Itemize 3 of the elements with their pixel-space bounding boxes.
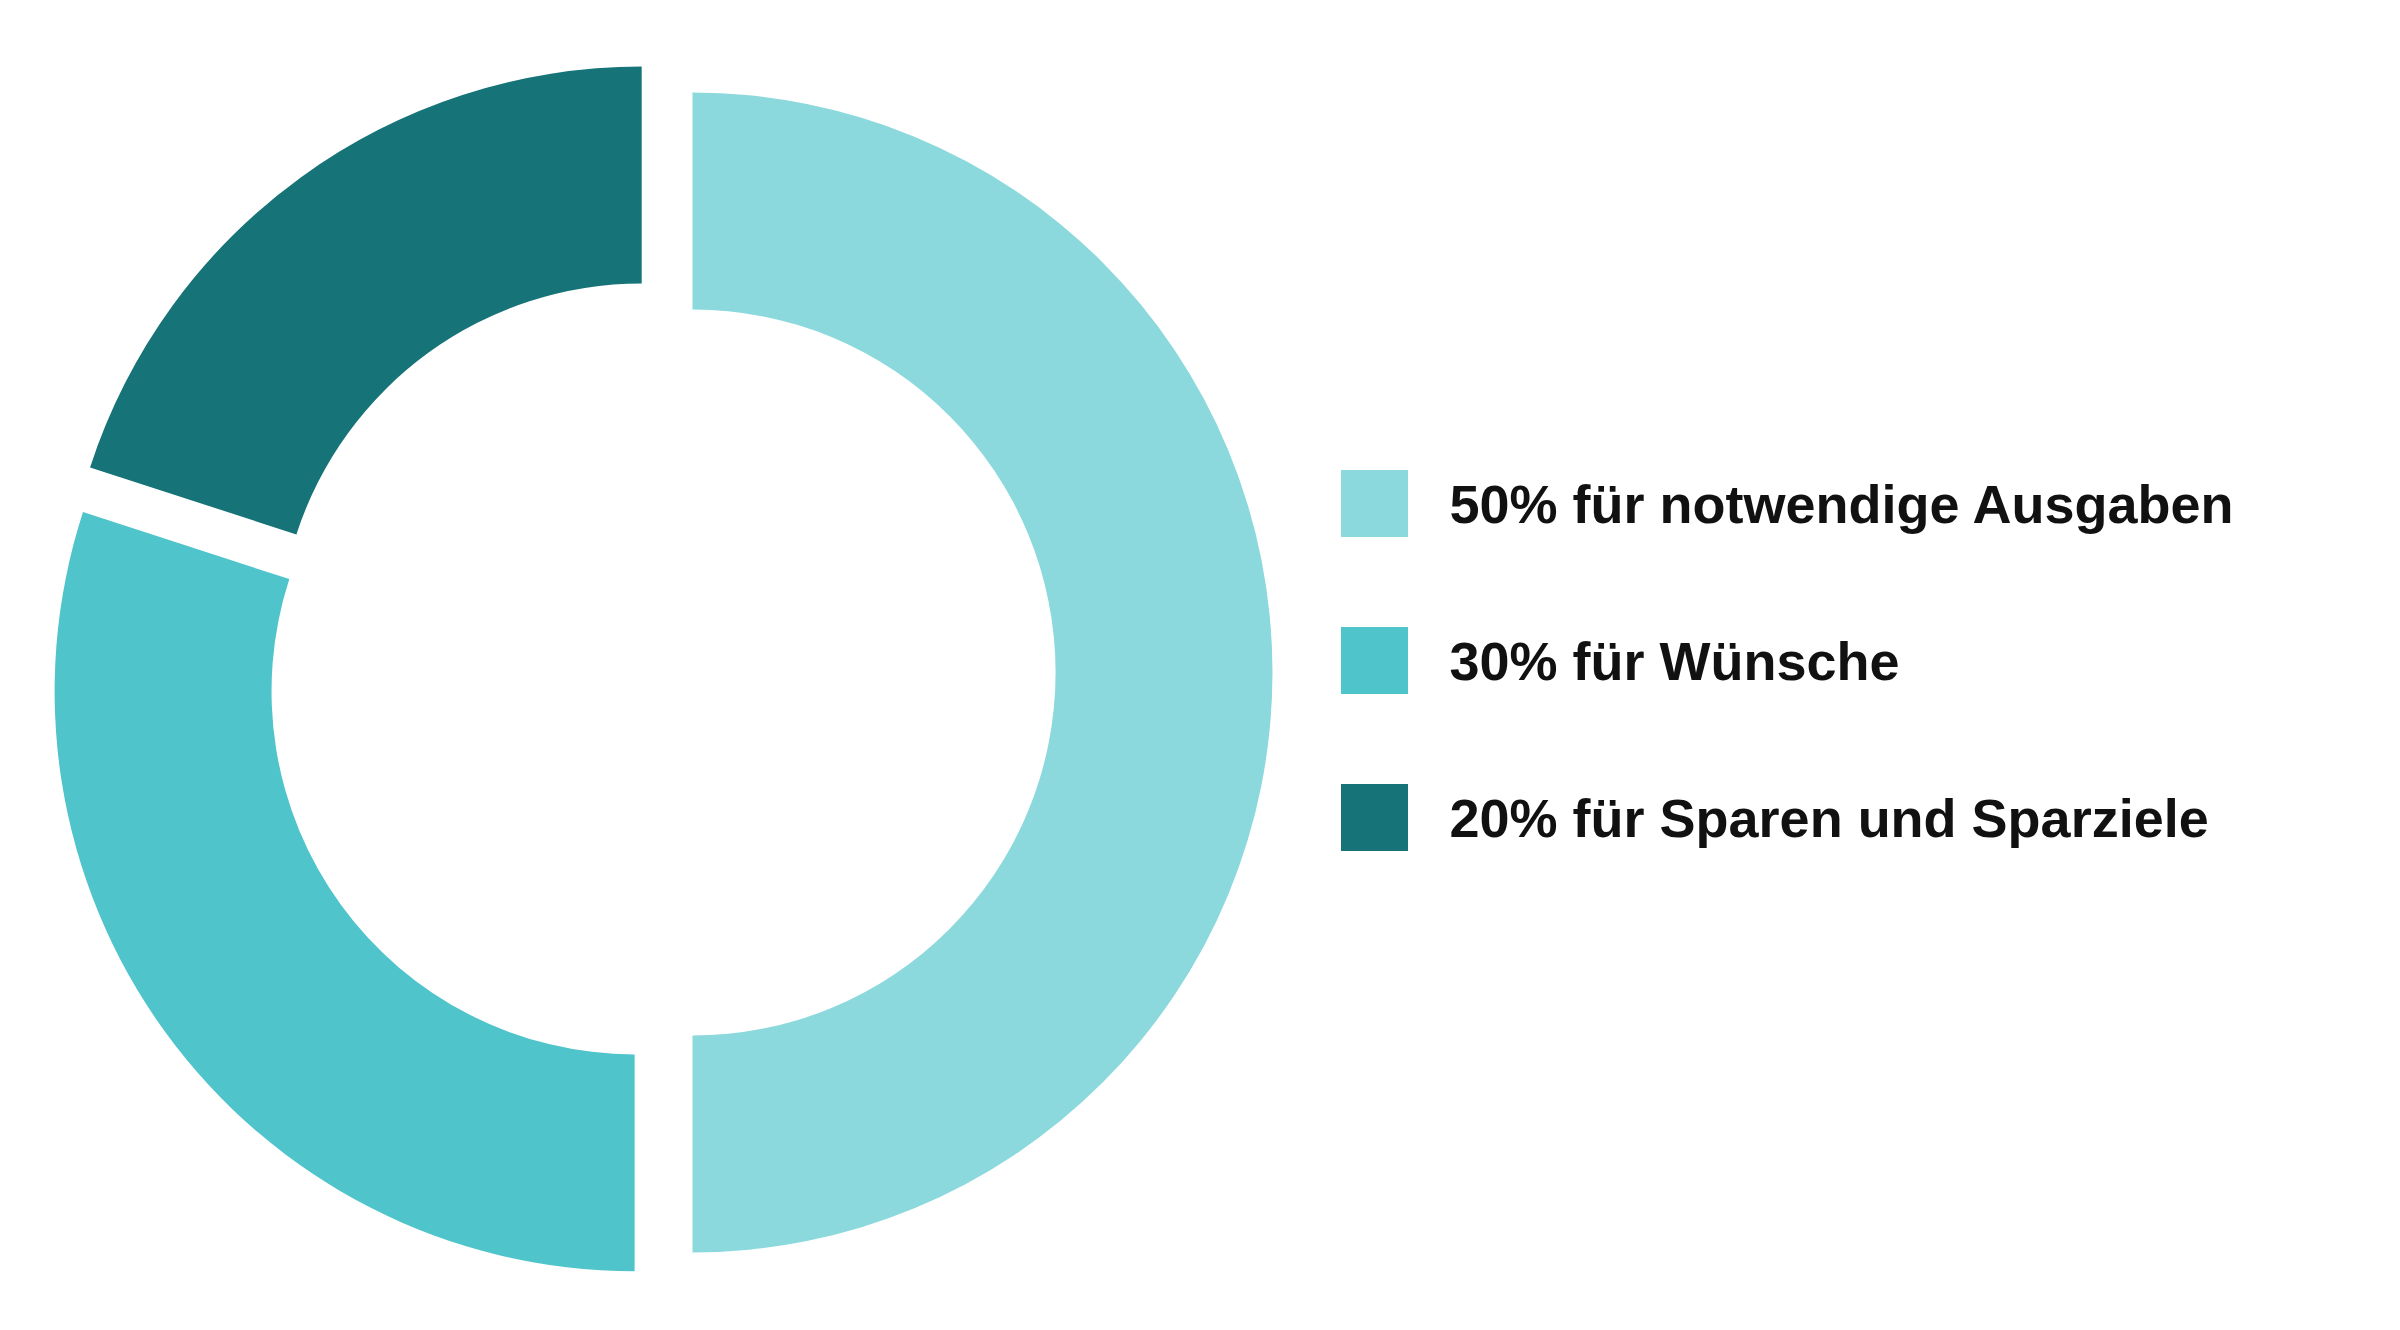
legend-label: 30% für Wünsche bbox=[1449, 630, 1900, 691]
legend-label: 50% für notwendige Ausgaben bbox=[1449, 473, 2234, 534]
legend-label: 20% für Sparen und Sparziele bbox=[1449, 787, 2209, 848]
